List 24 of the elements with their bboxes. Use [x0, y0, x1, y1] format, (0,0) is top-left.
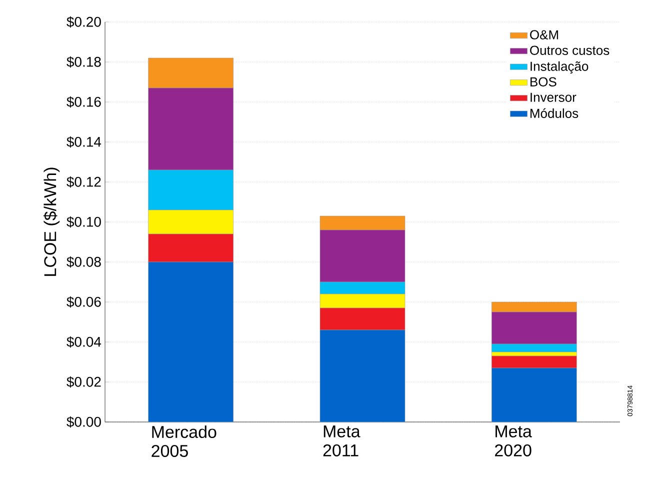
bar — [320, 330, 406, 422]
y-tick-label: $0.20 — [66, 16, 101, 28]
y-tick-label: $0.06 — [66, 296, 101, 308]
y-tick-label: $0.12 — [66, 176, 101, 188]
x-tick-label: Meta 2011 — [323, 426, 360, 456]
bar — [492, 368, 577, 422]
y-tick-label: $0.08 — [66, 256, 101, 268]
legend-label: BOS — [530, 77, 556, 86]
x-tick-label: Meta 2020 — [495, 426, 532, 456]
y-tick-label: $0.02 — [66, 376, 101, 388]
x-tick-label: Mercado 2005 — [152, 426, 216, 458]
legend-label: Inversor — [530, 92, 576, 102]
legend-label: Instalação — [530, 61, 588, 74]
legend-label: O&M — [530, 30, 558, 40]
y-tick-label: $0.16 — [66, 96, 101, 108]
bar — [148, 262, 234, 422]
y-tick-label: $0.18 — [66, 56, 101, 68]
y-tick-label: $0.04 — [66, 336, 102, 348]
y-tick-label: $0.10 — [66, 216, 101, 228]
y-tick-label: $0.00 — [66, 416, 101, 428]
y-axis-title: LCOE ($/kWh) — [43, 168, 60, 276]
legend-label: Outros custos — [530, 46, 610, 55]
y-tick-label: $0.14 — [66, 136, 102, 148]
legend-label: Módulos — [530, 108, 578, 118]
